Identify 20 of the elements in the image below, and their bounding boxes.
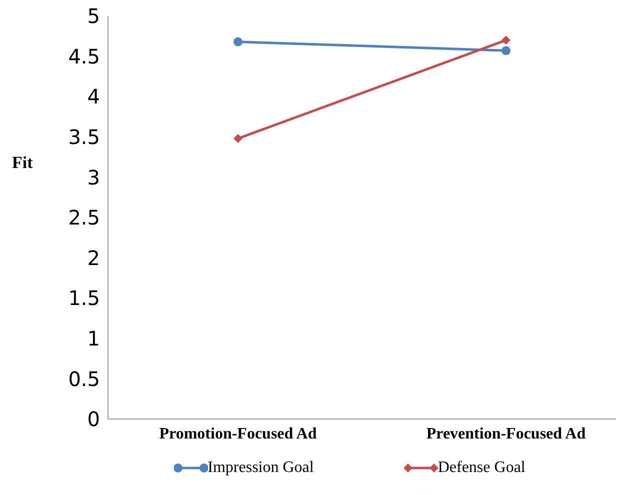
legend-label: Impression Goal (208, 459, 314, 477)
point (234, 134, 242, 144)
x-tick-label: Prevention-Focused Ad (426, 425, 586, 442)
point (234, 37, 242, 46)
y-axis-title: Fit (12, 153, 33, 173)
y-tick-label: 0.5 (68, 366, 100, 391)
y-tick-label: 4 (87, 84, 100, 109)
legend-label: Defense Goal (438, 459, 526, 477)
point (502, 36, 510, 45)
y-tick-label: 0 (87, 407, 100, 432)
x-tick-label: Promotion-Focused Ad (159, 425, 317, 442)
y-tick-label: 3.5 (68, 125, 100, 149)
y-tick-label: 2.5 (68, 206, 100, 230)
y-tick-label: 1.5 (68, 286, 100, 310)
y-tick-label: 1 (87, 326, 100, 350)
point (502, 46, 510, 56)
y-tick-label: 5 (87, 4, 100, 28)
y-tick-label: 4.5 (68, 44, 100, 68)
y-tick-label: 3 (87, 165, 100, 190)
y-tick-label: 2 (87, 246, 100, 270)
